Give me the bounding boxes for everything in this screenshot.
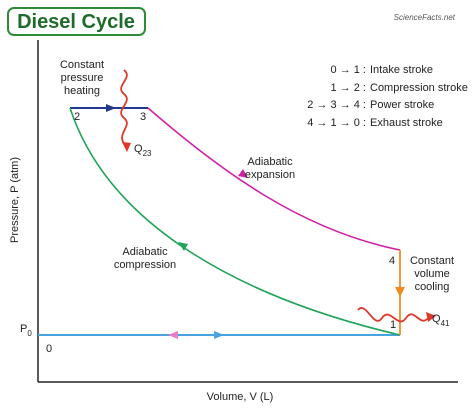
annotation: compression [114,259,176,271]
arrow [106,104,116,112]
legend-states: 0 → 1 : [331,64,366,76]
symbol: P [20,323,27,335]
legend-states: 4 → 1 → 0 : [307,117,366,129]
heat-label: Q41 [432,313,450,328]
point-label: 0 [46,343,52,355]
title-box [7,7,146,36]
symbol: Q [134,143,143,155]
point-label: 1 [390,319,396,331]
annotation: volume [414,268,449,280]
arrow [395,287,405,297]
subscript: 23 [143,149,152,158]
legend-label: Intake stroke [370,64,433,76]
subscript: 0 [27,329,32,338]
compression-curve [69,107,401,336]
x-axis-label: Volume, V (L) [207,391,274,403]
legend-label: Compression stroke [370,82,468,94]
arrow [178,242,188,251]
arrow [426,312,436,322]
title: Diesel Cycle [17,11,135,33]
arrow [214,331,224,339]
annotation: cooling [415,281,450,293]
legend-states: 2 → 3 → 4 : [307,99,366,111]
heat-wave [357,307,429,323]
annotation: Adiabatic [247,156,293,168]
legend-label: Exhaust stroke [370,117,443,129]
annotation: Constant [410,255,454,267]
point-label: 3 [140,111,146,123]
expansion-curve [147,107,401,251]
heat-label: Q23 [134,143,152,158]
pressure-label: P0 [20,323,32,338]
arrow [122,142,131,152]
point-label: 2 [74,111,80,123]
legend-label: Power stroke [370,99,434,111]
arrow [168,331,178,339]
arrow [238,169,248,178]
annotation: Adiabatic [122,246,168,258]
annotation: pressure [61,72,104,84]
logo: ScienceFacts.net [394,13,456,22]
annotation: Constant [60,59,104,71]
annotation: expansion [245,169,295,181]
annotation: heating [64,85,100,97]
y-axis-label: Pressure, P (atm) [9,157,21,243]
heat-wave [120,69,128,147]
legend-states: 1 → 2 : [331,82,366,94]
legend: 0 → 1 : Intake stroke 1 → 2 : Compressio… [307,64,468,129]
symbol: Q [432,313,441,325]
subscript: 41 [441,319,450,328]
point-label: 4 [389,255,395,267]
